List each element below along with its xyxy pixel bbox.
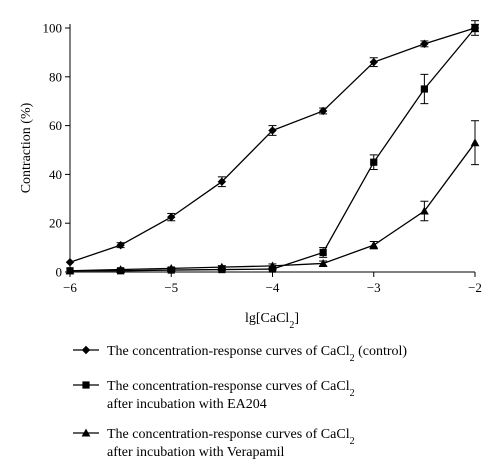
- x-tick-label: −5: [164, 280, 178, 295]
- data-point-triangle: [116, 265, 126, 274]
- data-point-square: [420, 85, 428, 93]
- y-tick-label: 80: [49, 69, 62, 84]
- data-point-triangle: [470, 138, 480, 147]
- series-line-triangle: [69, 142, 476, 272]
- legend-item-triangle: The concentration-response curves of CaC…: [73, 427, 355, 460]
- data-point-diamond: [318, 106, 328, 116]
- series-triangle: [65, 120, 480, 275]
- data-point-diamond: [369, 57, 378, 67]
- x-axis-title: lg[CaCl2]: [245, 311, 299, 331]
- legend-label: The concentration-response curves of CaC…: [107, 379, 355, 399]
- data-point-triangle: [65, 266, 75, 275]
- data-point-diamond: [116, 240, 125, 250]
- legend-label-line2: after incubation with EA204: [107, 397, 267, 412]
- y-tick-label: 60: [49, 118, 62, 133]
- data-point-diamond: [65, 258, 75, 267]
- series-layer: [65, 20, 480, 275]
- legend-item-diamond: The concentration-response curves of CaC…: [73, 344, 407, 364]
- x-tick-label: −6: [63, 280, 77, 295]
- data-point-square: [471, 24, 479, 32]
- data-point-diamond: [81, 345, 91, 355]
- legend-label: The concentration-response curves of CaC…: [107, 344, 407, 364]
- y-tick-label: 20: [49, 216, 62, 231]
- y-tick-label: 40: [49, 167, 62, 182]
- data-point-square: [82, 381, 90, 389]
- y-axis-title: Contraction (%): [19, 102, 34, 193]
- y-tick-label: 0: [56, 265, 63, 280]
- data-point-triangle: [166, 263, 176, 272]
- series-diamond: [65, 23, 480, 267]
- series-line-diamond: [69, 27, 476, 263]
- x-tick-label: −3: [367, 280, 381, 295]
- data-point-square: [370, 158, 378, 166]
- legend-item-square: The concentration-response curves of CaC…: [73, 379, 355, 412]
- data-point-diamond: [217, 177, 227, 186]
- y-tick-label: 100: [43, 21, 63, 36]
- data-point-diamond: [268, 126, 277, 135]
- x-tick-label: −4: [266, 280, 280, 295]
- legend-label: The concentration-response curves of CaC…: [107, 427, 355, 447]
- legend: The concentration-response curves of CaC…: [73, 344, 407, 460]
- data-point-diamond: [167, 212, 176, 222]
- data-point-square: [319, 248, 327, 257]
- axes: 0 20 40 60 80 100 −6 −5 −4 −3 −2: [43, 21, 482, 296]
- series-line-square: [70, 27, 476, 272]
- data-point-triangle: [81, 428, 91, 437]
- data-point-triangle: [217, 262, 227, 271]
- data-point-triangle: [318, 259, 328, 267]
- x-tick-label: −2: [468, 280, 482, 295]
- data-point-triangle: [419, 206, 429, 215]
- data-point-triangle: [268, 261, 277, 270]
- data-point-diamond: [420, 39, 429, 49]
- legend-label-line2: after incubation with Verapamil: [107, 445, 285, 460]
- series-square: [66, 20, 479, 275]
- data-point-triangle: [369, 240, 379, 249]
